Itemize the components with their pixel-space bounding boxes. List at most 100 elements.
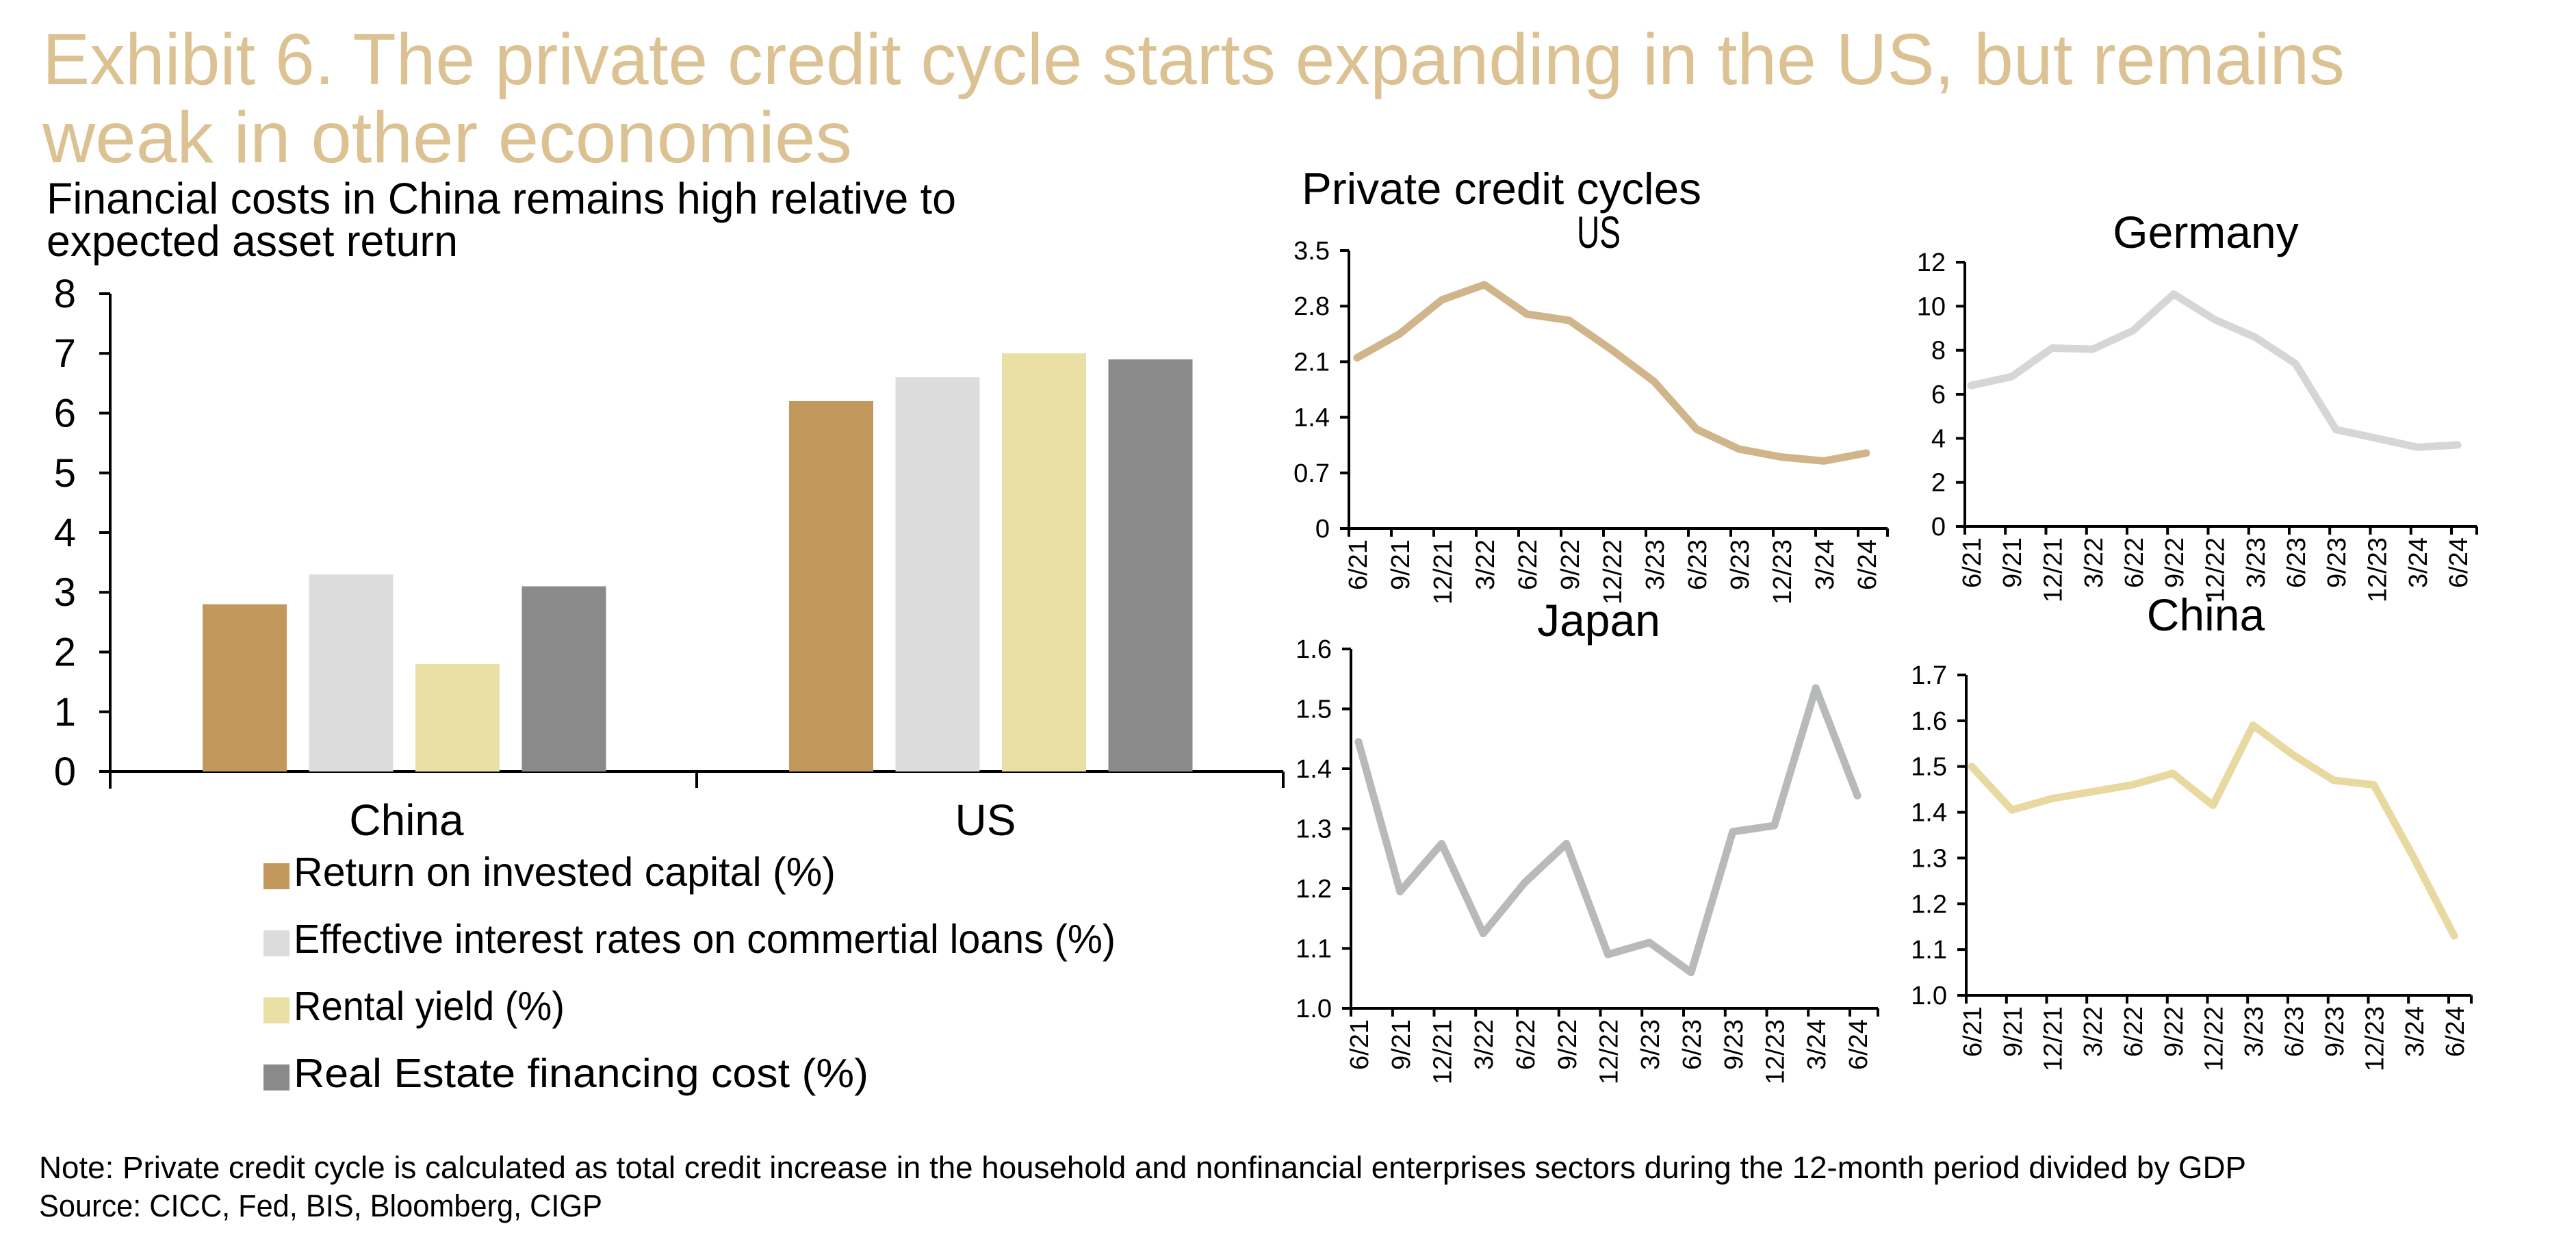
svg-text:3.5: 3.5 bbox=[1293, 237, 1330, 266]
svg-text:0: 0 bbox=[1315, 515, 1330, 544]
svg-text:1.0: 1.0 bbox=[1296, 995, 1332, 1023]
svg-text:9/23: 9/23 bbox=[2323, 537, 2352, 588]
svg-text:6/23: 6/23 bbox=[2280, 1006, 2309, 1057]
svg-text:0: 0 bbox=[54, 750, 76, 794]
svg-text:6/21: 6/21 bbox=[1959, 1006, 1987, 1057]
svg-text:6/21: 6/21 bbox=[1345, 1019, 1374, 1070]
svg-text:6/24: 6/24 bbox=[1853, 539, 1882, 590]
svg-text:1.5: 1.5 bbox=[1911, 753, 1947, 782]
svg-text:Real Estate financing cost (%): Real Estate financing cost (%) bbox=[294, 1051, 868, 1096]
svg-text:weak in other economies: weak in other economies bbox=[42, 97, 852, 178]
svg-text:1.1: 1.1 bbox=[1911, 936, 1947, 965]
svg-text:12/22: 12/22 bbox=[2202, 537, 2230, 602]
svg-text:3/23: 3/23 bbox=[2242, 537, 2271, 588]
svg-text:12/21: 12/21 bbox=[1429, 539, 1458, 604]
svg-text:US: US bbox=[955, 795, 1016, 845]
svg-text:6/22: 6/22 bbox=[1514, 539, 1543, 590]
svg-text:6/22: 6/22 bbox=[2120, 1006, 2148, 1057]
svg-text:9/21: 9/21 bbox=[1998, 537, 2027, 588]
svg-text:expected asset return: expected asset return bbox=[47, 216, 458, 266]
svg-text:Rental yield (%): Rental yield (%) bbox=[294, 984, 565, 1029]
svg-text:7: 7 bbox=[54, 331, 76, 376]
svg-text:9/21: 9/21 bbox=[1387, 539, 1415, 590]
svg-text:3/22: 3/22 bbox=[2079, 1006, 2108, 1057]
svg-text:12: 12 bbox=[1917, 248, 1946, 277]
svg-text:Private credit cycles: Private credit cycles bbox=[1302, 164, 1701, 214]
svg-text:12/23: 12/23 bbox=[1762, 1019, 1790, 1084]
svg-text:9/23: 9/23 bbox=[1720, 1019, 1749, 1070]
svg-text:3/22: 3/22 bbox=[1471, 539, 1500, 590]
svg-text:8: 8 bbox=[54, 272, 76, 316]
svg-text:9/21: 9/21 bbox=[1387, 1019, 1416, 1070]
svg-text:Exhibit 6. The private credit: Exhibit 6. The private credit cycle star… bbox=[42, 19, 2345, 100]
svg-text:1.3: 1.3 bbox=[1296, 815, 1332, 844]
svg-text:Japan: Japan bbox=[1537, 595, 1660, 646]
svg-text:12/22: 12/22 bbox=[2200, 1006, 2229, 1071]
svg-text:2: 2 bbox=[54, 630, 76, 675]
svg-text:3: 3 bbox=[54, 570, 76, 615]
svg-text:Return on invested capital (%): Return on invested capital (%) bbox=[294, 850, 836, 895]
svg-text:6: 6 bbox=[1931, 381, 1946, 409]
svg-text:6/23: 6/23 bbox=[1684, 539, 1712, 590]
svg-text:2.1: 2.1 bbox=[1293, 348, 1330, 377]
svg-text:3/23: 3/23 bbox=[2240, 1006, 2269, 1057]
svg-text:6/24: 6/24 bbox=[2441, 1006, 2470, 1057]
svg-text:Source: CICC, Fed, BIS, Bloomb: Source: CICC, Fed, BIS, Bloomberg, CIGP bbox=[39, 1188, 602, 1223]
svg-text:12/23: 12/23 bbox=[2364, 537, 2393, 602]
svg-text:3/24: 3/24 bbox=[2404, 537, 2433, 588]
svg-text:Note: Private credit cycle is: Note: Private credit cycle is calculated… bbox=[39, 1150, 2246, 1185]
svg-text:3/22: 3/22 bbox=[2080, 537, 2109, 588]
svg-text:Germany: Germany bbox=[2113, 207, 2298, 257]
svg-text:6/24: 6/24 bbox=[2445, 537, 2473, 588]
svg-text:6/21: 6/21 bbox=[1344, 539, 1373, 590]
svg-text:3/24: 3/24 bbox=[2401, 1006, 2430, 1057]
svg-text:3/22: 3/22 bbox=[1470, 1019, 1499, 1070]
svg-text:5: 5 bbox=[54, 451, 76, 496]
svg-text:2.8: 2.8 bbox=[1293, 292, 1330, 321]
svg-text:4: 4 bbox=[54, 511, 76, 555]
svg-text:9/22: 9/22 bbox=[1556, 539, 1585, 590]
svg-text:1.2: 1.2 bbox=[1296, 875, 1332, 904]
svg-text:6/23: 6/23 bbox=[1678, 1019, 1707, 1070]
svg-text:4: 4 bbox=[1931, 424, 1946, 453]
svg-text:9/22: 9/22 bbox=[2160, 1006, 2189, 1057]
svg-text:1.5: 1.5 bbox=[1296, 696, 1332, 724]
svg-text:9/22: 9/22 bbox=[2161, 537, 2189, 588]
svg-text:China: China bbox=[349, 795, 464, 845]
svg-text:1.6: 1.6 bbox=[1911, 707, 1947, 736]
svg-text:1.4: 1.4 bbox=[1296, 755, 1332, 784]
svg-text:10: 10 bbox=[1917, 292, 1946, 321]
svg-text:China: China bbox=[2147, 589, 2265, 640]
svg-text:9/23: 9/23 bbox=[2321, 1006, 2349, 1057]
svg-text:0.7: 0.7 bbox=[1293, 459, 1330, 488]
svg-text:12/23: 12/23 bbox=[1768, 539, 1797, 604]
svg-text:1.1: 1.1 bbox=[1296, 935, 1332, 964]
svg-text:US: US bbox=[1577, 207, 1621, 257]
svg-text:6/23: 6/23 bbox=[2282, 537, 2311, 588]
svg-text:6: 6 bbox=[54, 392, 76, 436]
svg-text:8: 8 bbox=[1931, 337, 1946, 366]
svg-text:9/21: 9/21 bbox=[1999, 1006, 2028, 1057]
svg-text:1.6: 1.6 bbox=[1296, 635, 1332, 664]
svg-text:Financial costs in China remai: Financial costs in China remains high re… bbox=[47, 174, 956, 223]
svg-text:1.7: 1.7 bbox=[1911, 661, 1947, 690]
svg-text:1.4: 1.4 bbox=[1911, 799, 1947, 828]
svg-text:6/22: 6/22 bbox=[1512, 1019, 1541, 1070]
svg-text:12/23: 12/23 bbox=[2361, 1006, 2390, 1071]
svg-text:12/22: 12/22 bbox=[1599, 539, 1627, 604]
svg-text:12/22: 12/22 bbox=[1595, 1019, 1624, 1084]
svg-text:1.0: 1.0 bbox=[1911, 982, 1947, 1010]
svg-text:12/21: 12/21 bbox=[1429, 1019, 1458, 1084]
svg-text:3/23: 3/23 bbox=[1636, 1019, 1665, 1070]
svg-text:3/23: 3/23 bbox=[1641, 539, 1670, 590]
svg-text:1.4: 1.4 bbox=[1293, 404, 1330, 433]
svg-text:Effective interest rates on co: Effective interest rates on commertial l… bbox=[294, 917, 1116, 962]
svg-text:1: 1 bbox=[54, 690, 76, 735]
svg-text:9/22: 9/22 bbox=[1554, 1019, 1582, 1070]
svg-text:2: 2 bbox=[1931, 469, 1946, 498]
svg-text:1.2: 1.2 bbox=[1911, 890, 1947, 919]
svg-text:0: 0 bbox=[1931, 513, 1946, 541]
svg-text:6/22: 6/22 bbox=[2120, 537, 2149, 588]
svg-text:3/24: 3/24 bbox=[1803, 1019, 1831, 1070]
svg-text:3/24: 3/24 bbox=[1811, 539, 1840, 590]
